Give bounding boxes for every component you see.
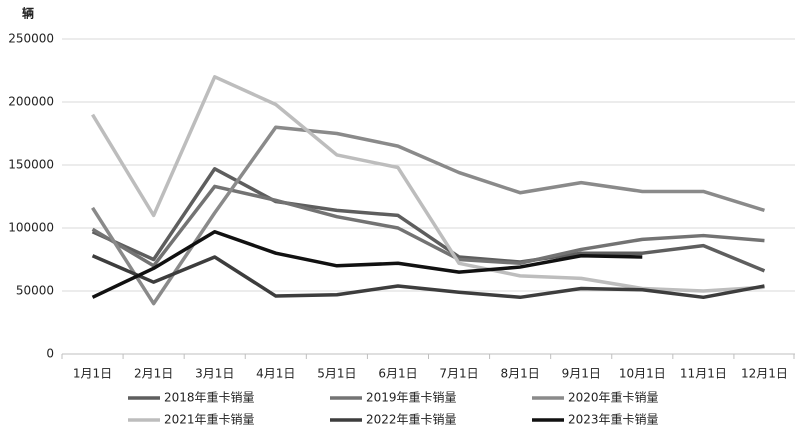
- x-tick-label: 8月1日: [500, 367, 539, 381]
- series-line: [91, 125, 765, 306]
- x-tick-label: 2月1日: [134, 367, 173, 381]
- y-tick-label: 50000: [16, 284, 54, 298]
- x-tick-label: 6月1日: [378, 367, 417, 381]
- x-tick-label: 7月1日: [439, 367, 478, 381]
- x-tick-label: 1月1日: [73, 367, 112, 381]
- y-tick-label: 100000: [8, 221, 54, 235]
- legend-label: 2022年重卡销量: [366, 413, 457, 427]
- x-tick-label: 3月1日: [195, 367, 234, 381]
- legend-label: 2018年重卡销量: [164, 391, 255, 405]
- y-tick-label: 250000: [8, 32, 54, 46]
- x-tick-label: 4月1日: [256, 367, 295, 381]
- y-tick-label: 150000: [8, 158, 54, 172]
- legend-label: 2021年重卡销量: [164, 413, 255, 427]
- series-line: [91, 230, 643, 299]
- legend-label: 2019年重卡销量: [366, 391, 457, 405]
- x-tick-label: 11月1日: [680, 367, 727, 381]
- series-line: [91, 254, 765, 300]
- legend-label: 2020年重卡销量: [568, 391, 659, 405]
- series-line: [91, 167, 766, 273]
- series-line: [91, 184, 765, 268]
- x-tick-label: 9月1日: [562, 367, 601, 381]
- y-tick-label: 0: [46, 347, 54, 361]
- series-line: [91, 75, 765, 293]
- y-axis-label: 辆: [22, 6, 34, 21]
- x-tick-label: 10月1日: [619, 367, 666, 381]
- y-tick-label: 200000: [8, 95, 54, 109]
- legend-label: 2023年重卡销量: [568, 413, 659, 427]
- x-tick-label: 12月1日: [741, 367, 788, 381]
- x-tick-label: 5月1日: [317, 367, 356, 381]
